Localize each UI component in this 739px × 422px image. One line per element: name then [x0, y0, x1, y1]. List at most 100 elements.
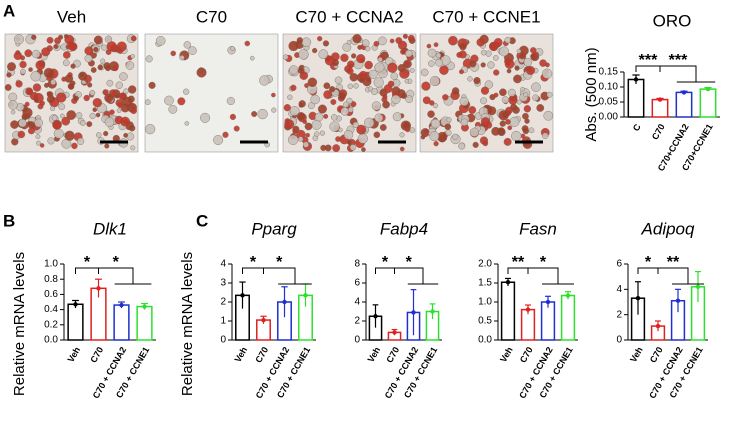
cell: [516, 99, 522, 105]
significance-label: *: [113, 254, 120, 271]
cell: [501, 96, 509, 104]
y-tick-label: 3: [220, 278, 226, 289]
cell: [485, 50, 492, 57]
cell: [298, 49, 309, 60]
bar-marker: [430, 309, 435, 314]
cell: [521, 125, 529, 133]
cell: [117, 102, 123, 109]
cell: [301, 37, 312, 47]
cell: [493, 38, 503, 47]
cell: [499, 46, 509, 57]
cell: [353, 83, 359, 89]
cell: [448, 35, 458, 46]
cell: [283, 104, 291, 112]
cell: [8, 100, 18, 110]
significance-label: *: [84, 254, 91, 271]
cell: [364, 45, 371, 52]
cell: [30, 71, 41, 82]
panel-label: B: [3, 211, 15, 230]
cell: [8, 92, 18, 102]
cell: [79, 72, 85, 78]
cell: [420, 134, 426, 140]
cell: [511, 130, 522, 142]
cell: [391, 94, 401, 104]
cell: [347, 60, 355, 69]
cell: [320, 144, 327, 151]
cell: [480, 49, 487, 56]
cell: [15, 80, 23, 88]
cell: [84, 46, 94, 56]
cell: [329, 86, 336, 93]
significance: [637, 267, 704, 285]
y-tick-label: 0.0: [478, 335, 492, 346]
cell: [104, 93, 114, 103]
cell: [505, 119, 511, 125]
cell: [282, 54, 289, 60]
chart-title: Adipoq: [641, 219, 695, 238]
cell: [66, 110, 77, 120]
bar-marker: [675, 298, 681, 303]
cell: [423, 128, 430, 135]
image-caption: C70: [196, 7, 227, 26]
bar-marker: [73, 302, 78, 307]
y-tick-label: 1.0: [478, 297, 492, 308]
cell: [392, 112, 402, 122]
cell: [290, 84, 297, 91]
cell: [271, 107, 277, 113]
y-tick-label: 6: [354, 278, 360, 289]
bar-marker: [282, 299, 287, 305]
cell: [399, 146, 405, 152]
cell: [130, 54, 135, 59]
cell: [130, 35, 137, 42]
cell: [378, 36, 387, 46]
bracket: [263, 267, 312, 285]
micrograph: [282, 33, 417, 153]
cell: [47, 137, 55, 145]
cell: [244, 40, 251, 47]
y-tick-label: 2.0: [478, 259, 492, 270]
cell: [533, 51, 539, 58]
cell: [312, 47, 318, 54]
bar: [560, 294, 576, 341]
x-tick-label: C70: [650, 122, 667, 141]
cell: [145, 124, 156, 135]
y-tick-label: 0.05: [599, 97, 619, 108]
cell: [357, 44, 363, 50]
cell: [323, 90, 333, 100]
y-tick-label: 1.5: [478, 278, 492, 289]
bar-marker: [373, 314, 378, 319]
cell: [346, 139, 352, 145]
cell: [493, 92, 499, 98]
cell: [287, 94, 293, 100]
cell: [507, 88, 516, 97]
cell: [84, 54, 93, 63]
y-tick-label: 0.2: [44, 319, 58, 330]
micrograph: [144, 33, 279, 153]
cell: [68, 42, 78, 52]
cell: [296, 112, 306, 121]
cell: [58, 103, 66, 111]
significance-label: *: [406, 254, 413, 271]
cell: [307, 102, 315, 110]
cell: [347, 83, 354, 90]
y-tick-label: 0.15: [599, 67, 619, 78]
cell: [297, 67, 305, 75]
cell: [432, 103, 439, 109]
cell: [288, 40, 299, 52]
cell: [92, 98, 102, 108]
cell: [76, 137, 85, 145]
cell: [319, 130, 325, 136]
cell: [374, 113, 384, 123]
bar-marker: [505, 280, 511, 285]
significance-label: ***: [669, 52, 688, 69]
chart-title: Fasn: [519, 219, 557, 238]
cell: [487, 61, 495, 69]
cell: [117, 48, 123, 54]
cell: [93, 35, 103, 45]
cell: [89, 90, 96, 96]
cell: [371, 101, 381, 111]
cell: [493, 69, 500, 76]
y-tick-label: 1: [220, 316, 226, 327]
cell: [435, 52, 442, 59]
cell: [83, 94, 90, 102]
